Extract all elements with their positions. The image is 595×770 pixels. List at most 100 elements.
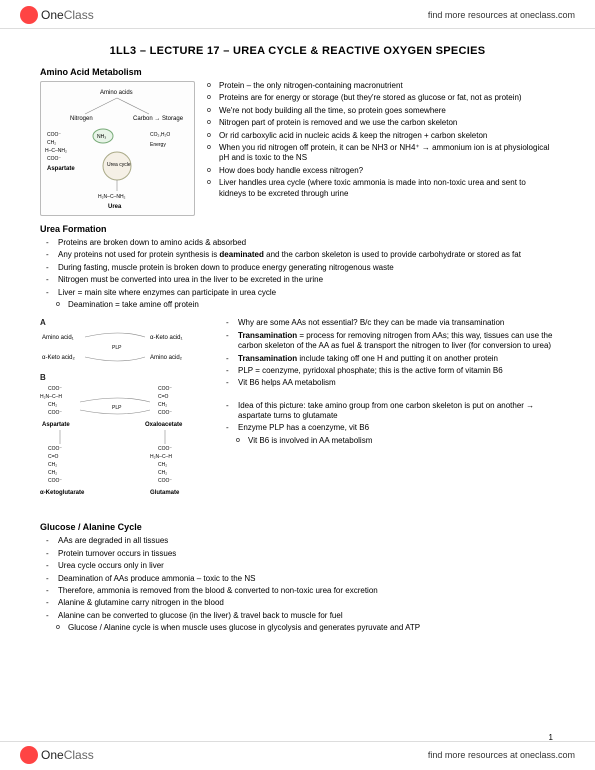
list-item: Alanine & glutamine carry nitrogen in th… [40,598,555,608]
d-amino-acids: Amino acids [100,90,133,96]
footer-logo: OneClass [20,746,94,764]
list-item: Deamination = take amine off protein [54,300,555,310]
svg-text:H₂N–C–NH₂: H₂N–C–NH₂ [98,194,126,200]
logo-circle-icon [20,746,38,764]
footer-link[interactable]: find more resources at oneclass.com [428,750,575,760]
list-item: Vit B6 is involved in AA metabolism [234,436,555,446]
list-item: Protein – the only nitrogen-containing m… [205,81,555,91]
svg-text:C=O: C=O [158,394,169,400]
list-item: Alanine can be converted to glucose (in … [40,611,555,621]
transamination-diagram: A Amino acid₁ α-Keto acid₁ α-Keto acid₂ … [40,318,210,512]
urea-formation-list: Proteins are broken down to amino acids … [40,238,555,298]
list-item: Liver = main site where enzymes can part… [40,288,555,298]
svg-text:COO⁻: COO⁻ [48,410,62,416]
svg-text:Carbon → Storage: Carbon → Storage [133,116,184,122]
list-item: Transamination include taking off one H … [220,354,555,364]
svg-text:COO⁻: COO⁻ [48,386,62,392]
svg-text:CH₂: CH₂ [158,462,167,468]
svg-text:Nitrogen: Nitrogen [70,116,93,122]
label-a: A [40,318,210,327]
svg-text:COO⁻: COO⁻ [158,386,172,392]
svg-text:PLP: PLP [112,345,122,351]
svg-text:COO⁻: COO⁻ [158,446,172,452]
svg-text:H₂N–C–H: H₂N–C–H [150,454,172,460]
list-item: How does body handle excess nitrogen? [205,166,555,176]
logo-circle-icon [20,6,38,24]
list-item: Transamination = process for removing ni… [220,331,555,352]
brand-logo: OneClass [20,6,94,24]
svg-text:COO⁻: COO⁻ [47,156,61,162]
list-item: Any proteins not used for protein synthe… [40,250,555,260]
list-item: Deamination of AAs produce ammonia – tox… [40,574,555,584]
list-item: Urea cycle occurs only in liver [40,561,555,571]
footer-logo-text: OneClass [41,748,94,762]
urea-formation-sub: Deamination = take amine off protein [54,300,555,310]
svg-text:CH₂: CH₂ [47,140,56,146]
svg-text:H₂N–C–H: H₂N–C–H [40,394,62,400]
transamination-sub: Vit B6 is involved in AA metabolism [234,436,555,446]
logo-part1: One [41,8,64,22]
svg-text:Aspartate: Aspartate [42,422,70,428]
list-item: We're not body building all the time, so… [205,106,555,116]
heading-aa-metabolism: Amino Acid Metabolism [40,67,555,77]
svg-text:CO₂,H₂O: CO₂,H₂O [150,132,170,138]
svg-text:CH₂: CH₂ [48,470,57,476]
label-b: B [40,373,210,382]
header-link[interactable]: find more resources at oneclass.com [428,10,575,20]
list-item: Enzyme PLP has a coenzyme, vit B6 [220,423,555,433]
transamination-row: A Amino acid₁ α-Keto acid₁ α-Keto acid₂ … [40,318,555,512]
glucose-alanine-sub: Glucose / Alanine cycle is when muscle u… [54,623,555,633]
transamination-dashes-top: Why are some AAs not essential? B/c they… [220,318,555,388]
svg-text:Urea: Urea [108,204,122,210]
svg-text:PLP: PLP [112,405,122,411]
list-item: When you rid nitrogen off protein, it ca… [205,143,555,164]
logo-part2: Class [64,8,94,22]
heading-urea-formation: Urea Formation [40,224,555,234]
list-item: Proteins are for energy or storage (but … [205,93,555,103]
glucose-alanine-list: AAs are degraded in all tissues Protein t… [40,536,555,621]
svg-text:α-Keto acid₂: α-Keto acid₂ [42,355,75,361]
aa-metabolism-diagram: Amino acids Nitrogen Carbon → Storage NH… [40,81,195,216]
svg-text:COO⁻: COO⁻ [48,478,62,484]
page-title: 1LL3 – LECTURE 17 – UREA CYCLE & REACTIV… [40,45,555,57]
svg-text:Aspartate: Aspartate [47,166,75,172]
svg-text:COO⁻: COO⁻ [158,478,172,484]
list-item: Protein turnover occurs in tissues [40,549,555,559]
svg-text:CH₂: CH₂ [158,402,167,408]
svg-text:C=O: C=O [48,454,59,460]
list-item: AAs are degraded in all tissues [40,536,555,546]
svg-text:Urea cycle: Urea cycle [107,162,131,168]
list-item: Or rid carboxylic acid in nucleic acids … [205,131,555,141]
svg-text:Amino acid₂: Amino acid₂ [150,355,183,361]
svg-text:COO⁻: COO⁻ [48,446,62,452]
svg-text:CH₂: CH₂ [48,462,57,468]
list-item: Therefore, ammonia is removed from the b… [40,586,555,596]
logo-text: OneClass [41,8,94,22]
svg-text:NH₃: NH₃ [97,134,106,140]
svg-text:COO⁻: COO⁻ [158,410,172,416]
list-item: Glucose / Alanine cycle is when muscle u… [54,623,555,633]
header-bar: OneClass find more resources at oneclass… [0,0,595,29]
list-item: Nitrogen part of protein is removed and … [205,118,555,128]
svg-text:Oxaloacetate: Oxaloacetate [145,422,183,428]
transamination-text: Why are some AAs not essential? B/c they… [220,318,555,512]
svg-text:α-Keto acid₁: α-Keto acid₁ [150,335,183,341]
svg-text:Glutamate: Glutamate [150,490,180,496]
svg-text:α-Ketoglutarate: α-Ketoglutarate [40,490,85,496]
list-item: Idea of this picture: take amino group f… [220,401,555,422]
heading-glucose-alanine: Glucose / Alanine Cycle [40,522,555,532]
aa-metabolism-bullets: Protein – the only nitrogen-containing m… [205,81,555,216]
list-item: Liver handles urea cycle (where toxic am… [205,178,555,199]
svg-text:CH₂: CH₂ [158,470,167,476]
svg-text:CH₂: CH₂ [48,402,57,408]
aa-metabolism-row: Amino acids Nitrogen Carbon → Storage NH… [40,81,555,216]
list-item: During fasting, muscle protein is broken… [40,263,555,273]
list-item: PLP = coenzyme, pyridoxal phosphate; thi… [220,366,555,376]
svg-text:COO⁻: COO⁻ [47,132,61,138]
list-item: Nitrogen must be converted into urea in … [40,275,555,285]
list-item: Why are some AAs not essential? B/c they… [220,318,555,328]
transamination-dashes-bottom: Idea of this picture: take amino group f… [220,401,555,434]
svg-text:Amino acid₁: Amino acid₁ [42,335,74,341]
list-item: Proteins are broken down to amino acids … [40,238,555,248]
list-item: Vit B6 helps AA metabolism [220,378,555,388]
